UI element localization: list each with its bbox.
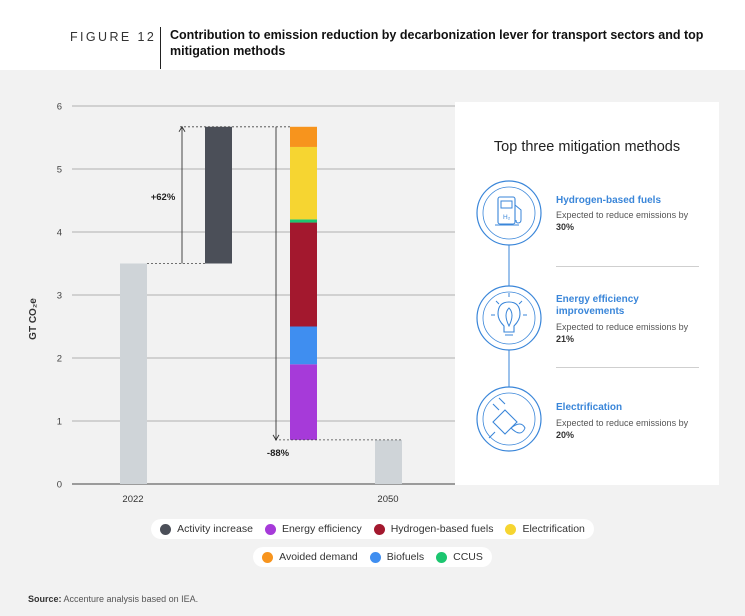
y-tick-label: 3 <box>57 291 62 302</box>
method-value: 20% <box>556 430 575 440</box>
legend-label: Activity increase <box>177 523 253 535</box>
bar-electrification <box>290 146 317 220</box>
legend-swatch <box>373 523 385 535</box>
y-tick-label: 6 <box>57 102 62 113</box>
legend-swatch <box>262 551 274 563</box>
source-text: Accenture analysis based on IEA. <box>61 594 199 604</box>
bar-energy-efficiency <box>290 364 317 440</box>
legend-item: Energy efficiency <box>264 523 362 535</box>
bar-activity-increase <box>205 126 232 264</box>
figure-header: FIGURE 12 Contribution to emission reduc… <box>0 0 745 70</box>
x-tick-labels: 2022 2050 <box>122 494 398 505</box>
increase-arrow-head <box>178 125 186 133</box>
legend-item: Biofuels <box>369 551 425 563</box>
method-separator <box>556 367 699 368</box>
bar-2022 <box>120 263 147 484</box>
header-divider <box>160 27 161 69</box>
y-tick-label: 0 <box>57 480 62 491</box>
y-axis-label: GT CO₂e <box>28 298 39 340</box>
y-tick-label: 4 <box>57 228 62 239</box>
y-tick-label: 5 <box>57 165 62 176</box>
legend-item: Hydrogen-based fuels <box>373 523 494 535</box>
bar-ccus <box>290 219 317 223</box>
y-tick-label: 1 <box>57 417 62 428</box>
panel-title: Top three mitigation methods <box>493 139 681 155</box>
method-desc-text: Expected to reduce emissions by <box>556 418 689 428</box>
method-title: Energy efficiency improvements <box>556 294 639 317</box>
legend-pill: Activity increase Energy efficiency Hydrog… <box>151 519 594 539</box>
legend-label: Electrification <box>522 523 585 535</box>
hydrogen-pump-icon: H₂ <box>476 180 542 246</box>
h2-label: H₂ <box>503 214 511 221</box>
source-label: Source: <box>28 594 62 604</box>
method-description: Expected to reduce emissions by 21% <box>556 321 706 345</box>
bar-hydrogen-based-fuels <box>290 222 317 327</box>
legend-label: CCUS <box>453 551 483 563</box>
legend-item: Electrification <box>505 523 585 535</box>
legend-swatch <box>505 523 517 535</box>
legend-label: Hydrogen-based fuels <box>390 523 494 535</box>
plug-leaf-icon <box>476 386 542 452</box>
legend-swatch <box>436 551 448 563</box>
waterfall-chart: 0 1 2 3 4 5 6 GT CO₂e 2022 2050 +62% -88% <box>28 102 719 505</box>
method-desc-text: Expected to reduce emissions by <box>556 322 689 332</box>
bar-biofuels <box>290 326 317 365</box>
legend-label: Biofuels <box>386 551 425 563</box>
y-tick-labels: 0 1 2 3 4 5 6 <box>57 102 62 491</box>
method-title: Electrification <box>556 402 623 413</box>
legend-item: Avoided demand <box>262 551 358 563</box>
legend-item: CCUS <box>436 551 483 563</box>
x-tick-label: 2050 <box>377 494 398 505</box>
legend-label: Avoided demand <box>279 551 358 563</box>
connectors <box>147 125 402 441</box>
method-description: Expected to reduce emissions by 30% <box>556 209 706 233</box>
source-note: Source: Accenture analysis based on IEA. <box>28 594 198 604</box>
figure-label: FIGURE 12 <box>70 30 157 44</box>
method-value: 21% <box>556 334 575 344</box>
x-tick-label: 2022 <box>122 494 143 505</box>
legend-label: Energy efficiency <box>281 523 362 535</box>
legend-item: Activity increase <box>160 523 253 535</box>
decrease-annotation: -88% <box>267 448 290 459</box>
method-desc-text: Expected to reduce emissions by <box>556 210 689 220</box>
bar-avoided-demand <box>290 126 317 147</box>
decrease-arrow-head <box>272 434 280 441</box>
legend-swatch <box>264 523 276 535</box>
legend-swatch <box>369 551 381 563</box>
legend-row-1: Activity increase Energy efficiency Hydrog… <box>0 519 745 539</box>
legend-swatch <box>160 523 172 535</box>
method-value: 30% <box>556 222 575 232</box>
bar-2050 <box>375 439 402 484</box>
panel-graphics: H₂ <box>476 180 542 452</box>
method-separator <box>556 266 699 267</box>
method-description: Expected to reduce emissions by 20% <box>556 417 706 441</box>
bars <box>120 126 402 484</box>
lightbulb-leaf-icon <box>476 285 542 351</box>
mitigation-panel: Top three mitigation methods H₂ <box>455 102 719 485</box>
legend-pill: Avoided demand Biofuels CCUS <box>253 547 492 567</box>
y-tick-label: 2 <box>57 354 62 365</box>
increase-annotation: +62% <box>151 192 176 203</box>
figure-title: Contribution to emission reduction by de… <box>170 28 704 58</box>
legend-row-2: Avoided demand Biofuels CCUS <box>0 547 745 567</box>
method-title: Hydrogen-based fuels <box>556 195 662 206</box>
